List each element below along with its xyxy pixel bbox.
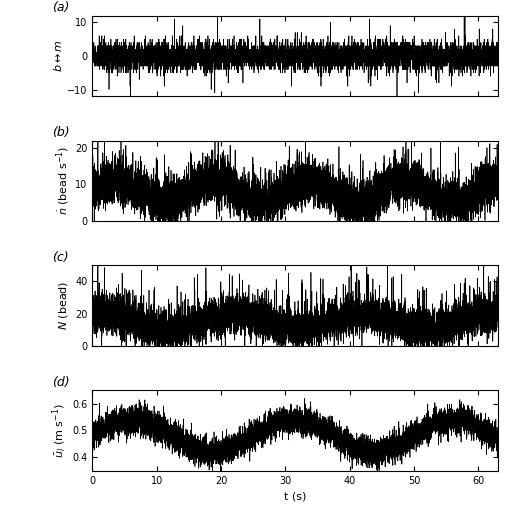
Y-axis label: $b \leftrightarrow m$: $b \leftrightarrow m$ <box>52 40 64 72</box>
Y-axis label: $N$ (bead): $N$ (bead) <box>56 281 70 331</box>
Y-axis label: $\dot{n}$ (bead s$^{-1}$): $\dot{n}$ (bead s$^{-1}$) <box>55 146 72 215</box>
X-axis label: t (s): t (s) <box>284 491 306 501</box>
Text: (a): (a) <box>52 1 69 14</box>
Text: (d): (d) <box>52 376 69 389</box>
Text: (c): (c) <box>52 251 68 264</box>
Text: (b): (b) <box>52 126 69 139</box>
Y-axis label: $\bar{u}_l$ (m s$^{-1}$): $\bar{u}_l$ (m s$^{-1}$) <box>51 403 69 458</box>
